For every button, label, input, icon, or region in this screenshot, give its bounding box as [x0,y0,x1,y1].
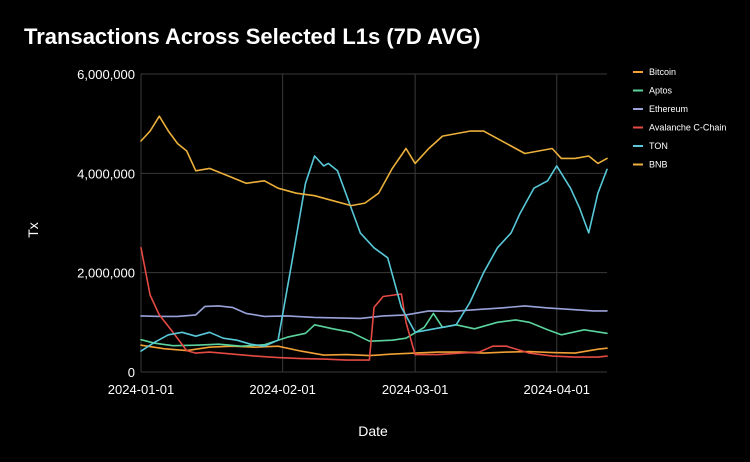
series-line-bnb [140,115,608,207]
x-tick-label: 2024-02-01 [249,382,316,397]
legend-label-aptos: Aptos [649,86,673,96]
x-tick-label: 2024-04-01 [523,382,590,397]
x-tick-label: 2024-03-01 [382,382,449,397]
y-tick-label: 2,000,000 [77,266,135,281]
legend-label-ethereum: Ethereum [649,104,688,114]
y-tick-label: 4,000,000 [77,166,135,181]
x-axis-title: Date [358,423,388,439]
legend-label-avalanche-c-chain: Avalanche C-Chain [649,123,726,133]
legend: Bitcoin Aptos Ethereum Avalanche C-Chain TON… [633,67,726,170]
x-tick-label: 2024-01-01 [108,382,175,397]
grid [140,73,607,373]
y-axis-title: Tx [25,222,41,238]
y-tick-label: 0 [128,365,135,380]
legend-label-bnb: BNB [649,160,668,170]
axes: 0 2,000,000 4,000,000 6,000,000 2024-01-01 20… [77,67,590,397]
series-lines [140,115,608,361]
series-line-ton [140,155,608,352]
legend-label-ton: TON [649,141,668,151]
series-line-ethereum [140,305,608,320]
legend-label-bitcoin: Bitcoin [649,67,676,77]
y-tick-label: 6,000,000 [77,67,135,82]
series-line-aptos [140,312,608,348]
chart-title: Transactions Across Selected L1s (7D AVG… [24,24,480,49]
series-line-avalanche-c-chain [140,247,608,361]
series-line-bitcoin [140,344,608,357]
